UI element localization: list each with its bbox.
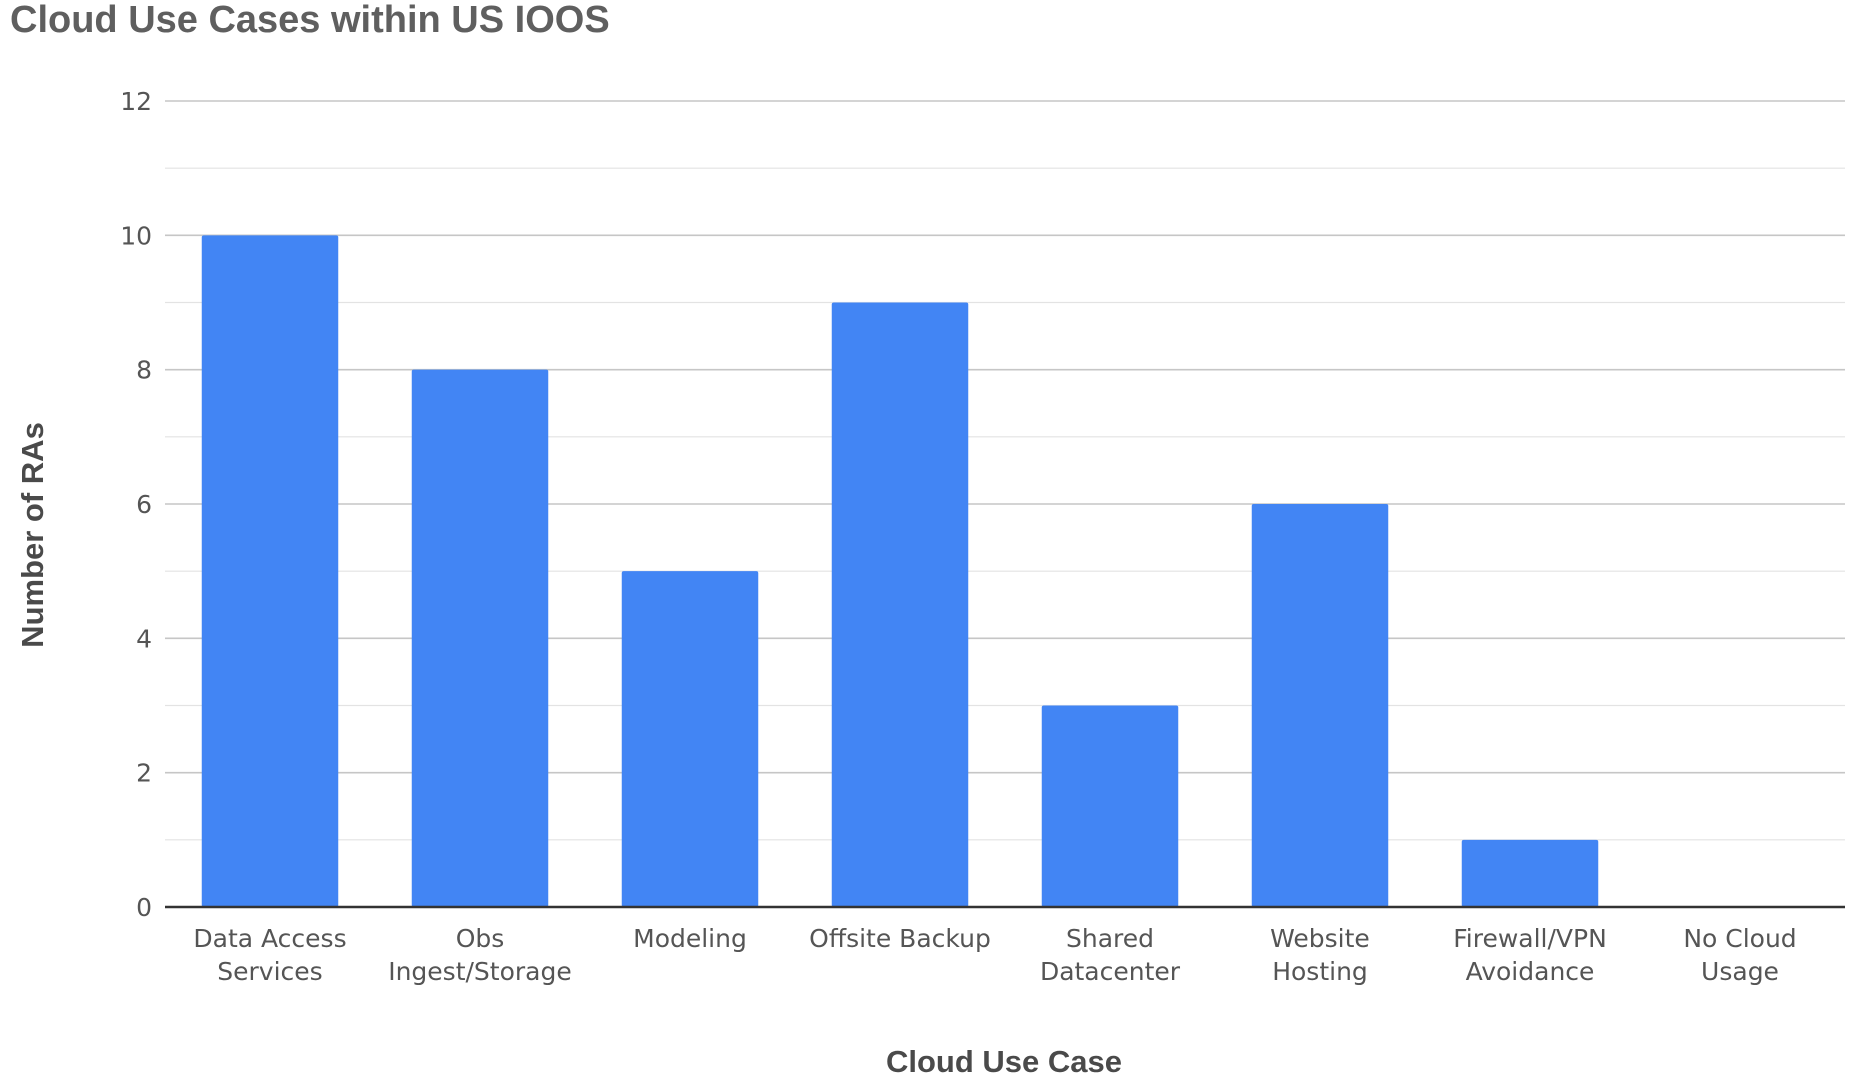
chart-title: Cloud Use Cases within US IOOS <box>10 0 610 41</box>
y-axis-title: Number of RAs <box>15 422 50 648</box>
y-axis-ticks: 0 2 4 6 8 10 12 <box>120 87 152 922</box>
y-tick-label: 2 <box>136 759 152 788</box>
bars <box>201 235 1599 908</box>
y-tick-label: 8 <box>136 356 152 385</box>
y-tick-label: 6 <box>136 490 152 519</box>
bar <box>201 235 339 908</box>
x-category-label: Modeling <box>633 924 747 953</box>
bar <box>1041 705 1179 907</box>
x-category-label: Data Access Services <box>193 924 346 986</box>
x-category-label: Firewall/VPN Avoidance <box>1453 924 1607 986</box>
x-axis-title: Cloud Use Case <box>886 1044 1122 1077</box>
x-category-label: Offsite Backup <box>809 924 991 953</box>
x-axis-categories: Data Access Services Obs Ingest/Storage Mode… <box>193 924 1796 986</box>
bar <box>831 302 969 907</box>
y-tick-label: 0 <box>136 893 152 922</box>
x-category-label: Obs Ingest/Storage <box>388 924 572 986</box>
x-category-label: No Cloud Usage <box>1683 924 1796 986</box>
bar <box>1251 504 1389 907</box>
y-tick-label: 4 <box>136 624 152 653</box>
bar <box>621 571 759 907</box>
bar <box>1461 839 1599 907</box>
x-category-label: Shared Datacenter <box>1040 924 1181 986</box>
y-tick-label: 12 <box>120 87 152 116</box>
y-tick-label: 10 <box>120 221 152 250</box>
bar <box>411 369 549 908</box>
x-category-label: Website Hosting <box>1270 924 1370 986</box>
